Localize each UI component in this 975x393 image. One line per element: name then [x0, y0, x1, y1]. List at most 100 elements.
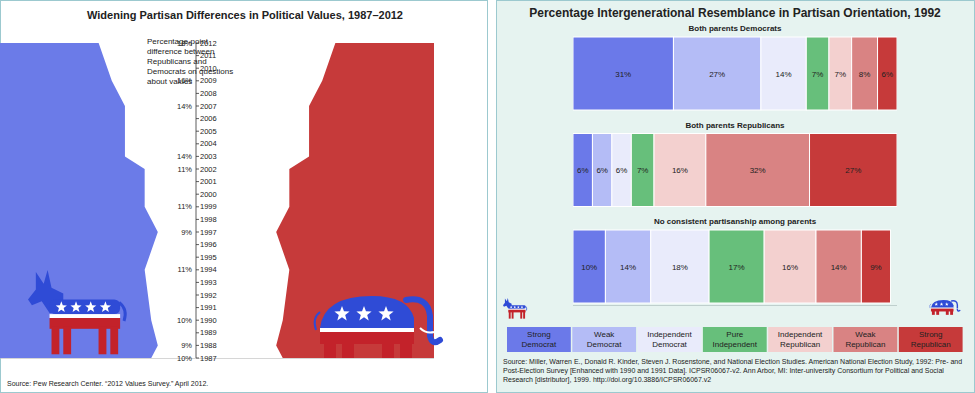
annotation: Percentage-point difference between Repu…: [147, 37, 239, 87]
year-tick: [196, 232, 199, 233]
year-tick: [196, 118, 199, 119]
legend-label-line: Republican: [780, 340, 820, 349]
donkey-star: [510, 306, 513, 309]
donkey-head: [503, 298, 512, 309]
legend-label-line: Strong: [919, 330, 943, 339]
elephant-trunk: [952, 301, 960, 311]
value-label: 10%: [177, 354, 192, 363]
right-panel: [497, 1, 975, 393]
year-label: 1997: [200, 228, 217, 237]
bar-segment: [816, 230, 861, 303]
legend-swatch: [638, 327, 702, 352]
data-label: 6%: [577, 166, 589, 175]
elephant-icon: [930, 300, 960, 315]
bar-segment: [573, 134, 592, 207]
elephant-body-top: [320, 296, 414, 328]
category-label: Both parents Republicans: [685, 121, 785, 130]
legend-label-line: Independent: [647, 330, 692, 339]
year-tick: [196, 295, 199, 296]
elephant-leg: [400, 342, 412, 358]
elephant-tail: [930, 304, 931, 308]
legend-label: PureIndependent: [713, 330, 758, 349]
area-right: [276, 43, 434, 358]
donkey-leg: [512, 312, 514, 319]
year-label: 2007: [200, 102, 217, 111]
year-tick: [196, 156, 199, 157]
donkey-icon: [28, 270, 125, 354]
donkey-body-bottom: [50, 318, 121, 329]
year-tick: [196, 80, 199, 81]
donkey-body-top: [508, 305, 525, 309]
data-label: 6%: [881, 70, 893, 79]
donkey-leg: [52, 327, 60, 354]
category-label: Both parents Democrats: [689, 24, 782, 33]
legend-label: WeakRepublican: [845, 330, 885, 349]
donkey-leg: [99, 327, 107, 354]
page: {"chart_data": [ {"type": "area", "title…: [0, 0, 975, 393]
data-label: 7%: [812, 70, 824, 79]
elephant-tail: [315, 312, 320, 330]
data-label: 10%: [581, 263, 597, 272]
plot-area: [0, 43, 434, 358]
year-tick: [196, 169, 199, 170]
year-label: 2001: [200, 177, 217, 186]
year-label: 2002: [200, 165, 217, 174]
year-label: 1987: [200, 354, 217, 363]
year-tick: [196, 143, 199, 144]
year-tick: [196, 181, 199, 182]
donkey-star: [513, 306, 516, 309]
bar-segment: [573, 230, 605, 303]
bar-segment: [651, 230, 709, 303]
donkey-tail: [525, 306, 526, 311]
year-axis: [196, 43, 197, 358]
legend-label-line: Independent: [778, 330, 823, 339]
year-tick: [196, 358, 199, 359]
bar-segment: [654, 134, 706, 207]
donkey-star: [85, 301, 96, 312]
bar-segment: [605, 230, 650, 303]
legend-label-line: Republican: [911, 340, 951, 349]
data-label: 14%: [776, 70, 792, 79]
year-tick: [196, 282, 199, 283]
value-label: 11%: [178, 265, 193, 274]
legend-label-line: Republican: [845, 340, 885, 349]
donkey-icon: [503, 298, 527, 319]
year-label: 1996: [200, 240, 217, 249]
year-label: 1989: [200, 328, 217, 337]
donkey-star: [517, 306, 520, 309]
legend-swatch: [834, 327, 898, 352]
legend-label-line: Democrat: [522, 340, 557, 349]
legend-label: IndependentDemocrat: [647, 330, 692, 349]
data-label: 6%: [616, 166, 628, 175]
data-label: 16%: [672, 166, 688, 175]
donkey-star: [56, 301, 67, 312]
elephant-star: [940, 302, 944, 305]
data-label: 27%: [845, 166, 861, 175]
data-label: 14%: [620, 263, 636, 272]
plot-area: [573, 37, 897, 303]
elephant-star: [378, 306, 393, 320]
elephant-tusk: [420, 328, 434, 333]
donkey-leg: [520, 312, 522, 319]
chart-title: Percentage Intergenerational Resemblance…: [529, 6, 941, 20]
bar-segment: [706, 134, 810, 207]
figure-svg: Widening Partisan Differences in Politic…: [0, 0, 975, 393]
year-tick: [196, 257, 199, 258]
value-label: 14%: [177, 152, 192, 161]
value-label: 11%: [178, 202, 193, 211]
year-tick: [196, 194, 199, 195]
elephant-leg: [382, 342, 394, 358]
year-label: 1999: [200, 202, 217, 211]
year-tick: [196, 345, 199, 346]
elephant-star: [934, 302, 938, 305]
year-tick: [196, 93, 199, 94]
value-label: 9%: [181, 341, 192, 350]
data-label: 17%: [729, 263, 745, 272]
donkey-leg: [509, 312, 511, 319]
chart-title: Widening Partisan Differences in Politic…: [87, 9, 403, 21]
donkey-star: [521, 306, 524, 309]
year-label: 1993: [200, 278, 217, 287]
elephant-tusk: [955, 308, 958, 309]
elephant-star: [356, 306, 371, 320]
year-label: 1991: [200, 303, 217, 312]
